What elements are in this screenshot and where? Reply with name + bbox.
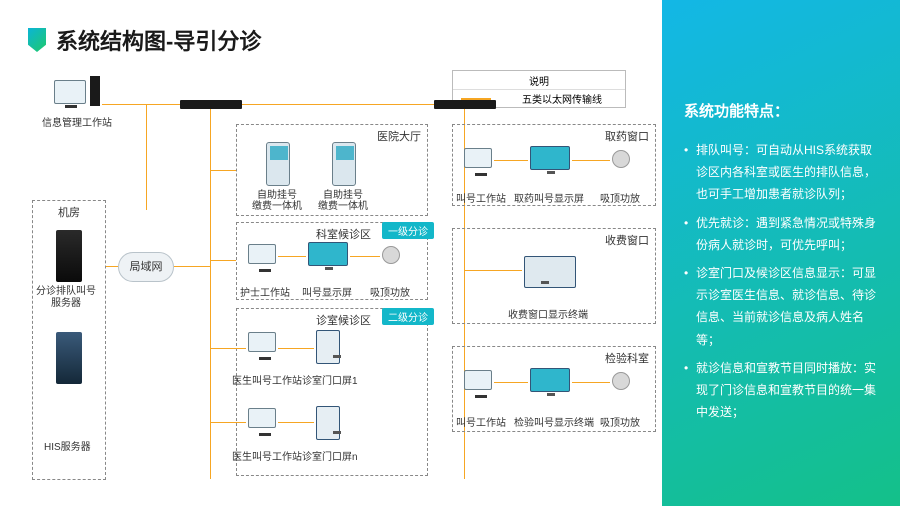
call-station-label: 叫号工作站 bbox=[456, 190, 506, 205]
lab-label: 检验科室 bbox=[605, 350, 649, 366]
feature-item: 诊室门口及候诊区信息显示：可显示诊室医生信息、就诊信息、待诊信息、当前就诊信息及… bbox=[684, 262, 882, 351]
doorn-label: 诊室门口屏n bbox=[302, 448, 358, 463]
cable bbox=[572, 160, 610, 161]
cable bbox=[572, 382, 610, 383]
doctor-label: 医生叫号工作站 bbox=[232, 372, 302, 387]
legend-label: 五类以太网传输线 bbox=[499, 91, 625, 106]
screen-icon bbox=[530, 146, 570, 170]
nurse-label: 护士工作站 bbox=[240, 284, 290, 299]
tower-icon bbox=[90, 76, 100, 106]
page-title: 系统结构图-导引分诊 bbox=[56, 24, 261, 56]
pc-icon bbox=[248, 332, 276, 352]
call-station-label2: 叫号工作站 bbox=[456, 414, 506, 429]
switch-icon bbox=[180, 100, 242, 109]
cable bbox=[494, 160, 528, 161]
cable bbox=[210, 170, 236, 171]
switch-icon bbox=[434, 100, 496, 109]
info-station-label: 信息管理工作站 bbox=[42, 114, 112, 129]
kiosk-icon bbox=[266, 142, 290, 186]
lab-term-label: 检验叫号显示终端 bbox=[514, 414, 594, 429]
features-list: 排队叫号：可自动从HIS系统获取诊区内各科室或医生的排队信息，也可手工增加患者就… bbox=[684, 139, 882, 423]
feature-item: 优先就诊：遇到紧急情况或特殊身份病人就诊时，可优先呼叫； bbox=[684, 212, 882, 256]
cable bbox=[464, 270, 522, 271]
cable bbox=[210, 348, 246, 349]
cable bbox=[278, 256, 306, 257]
screen-icon bbox=[316, 406, 340, 440]
cable bbox=[350, 256, 380, 257]
call-screen-label: 叫号显示屏 bbox=[302, 284, 352, 299]
speaker-icon bbox=[382, 246, 400, 264]
first-triage-tag: 一级分诊 bbox=[382, 222, 434, 239]
cable bbox=[278, 422, 314, 423]
kiosk-label: 自助挂号 缴费一体机 bbox=[318, 190, 368, 212]
screen-icon bbox=[524, 256, 576, 288]
pc-icon bbox=[464, 148, 492, 168]
feature-item: 就诊信息和宣教节目同时播放：实现了门诊信息和宣教节目的统一集中发送； bbox=[684, 357, 882, 424]
cable bbox=[146, 104, 147, 210]
server-icon bbox=[56, 230, 82, 282]
cable bbox=[174, 266, 210, 267]
door1-label: 诊室门口屏1 bbox=[302, 372, 358, 387]
pc-icon bbox=[248, 408, 276, 428]
dept-wait-label: 科室候诊区 bbox=[316, 226, 371, 242]
features-panel: 系统功能特点： 排队叫号：可自动从HIS系统获取诊区内各科室或医生的排队信息，也… bbox=[662, 0, 900, 506]
lan-cloud: 局域网 bbox=[118, 252, 174, 282]
cable bbox=[210, 260, 236, 261]
cable bbox=[242, 104, 434, 105]
cable bbox=[278, 348, 314, 349]
kiosk-label: 自助挂号 缴费一体机 bbox=[252, 190, 302, 212]
second-triage-tag: 二级分诊 bbox=[382, 308, 434, 325]
legend-title: 说明 bbox=[529, 73, 549, 88]
triage-server-label: 分诊排队叫号 服务器 bbox=[36, 286, 96, 310]
doctor-label2: 医生叫号工作站 bbox=[232, 448, 302, 463]
hall-label: 医院大厅 bbox=[377, 128, 421, 144]
pc-icon bbox=[248, 244, 276, 264]
his-server-icon bbox=[56, 332, 82, 384]
cashier-label: 收费窗口 bbox=[605, 232, 649, 248]
cable bbox=[210, 422, 246, 423]
feature-item: 排队叫号：可自动从HIS系统获取诊区内各科室或医生的排队信息，也可手工增加患者就… bbox=[684, 139, 882, 206]
amp-label3: 吸顶功放 bbox=[600, 414, 640, 429]
screen-icon bbox=[308, 242, 348, 266]
cable bbox=[210, 109, 211, 479]
cashier-term-label: 收费窗口显示终端 bbox=[508, 306, 588, 321]
cable bbox=[494, 382, 528, 383]
his-label: HIS服务器 bbox=[44, 438, 91, 453]
pc-icon bbox=[464, 370, 492, 390]
cable bbox=[106, 266, 118, 267]
amp-label: 吸顶功放 bbox=[370, 284, 410, 299]
pc-icon bbox=[54, 80, 86, 104]
screen-icon bbox=[530, 368, 570, 392]
screen-icon bbox=[316, 330, 340, 364]
server-room-label: 机房 bbox=[33, 204, 105, 220]
pharmacy-label: 取药窗口 bbox=[605, 128, 649, 144]
title-flag-icon bbox=[28, 28, 46, 52]
room-wait-label: 诊室候诊区 bbox=[316, 312, 371, 328]
system-diagram: 说明 五类以太网传输线 信息管理工作站 机房 分诊排队叫号 服务器 HIS服务器… bbox=[20, 70, 660, 490]
amp-label2: 吸顶功放 bbox=[600, 190, 640, 205]
speaker-icon bbox=[612, 372, 630, 390]
speaker-icon bbox=[612, 150, 630, 168]
kiosk-icon bbox=[332, 142, 356, 186]
cable bbox=[102, 104, 180, 105]
pharm-screen-label: 取药叫号显示屏 bbox=[514, 190, 584, 205]
features-heading: 系统功能特点： bbox=[684, 100, 882, 121]
